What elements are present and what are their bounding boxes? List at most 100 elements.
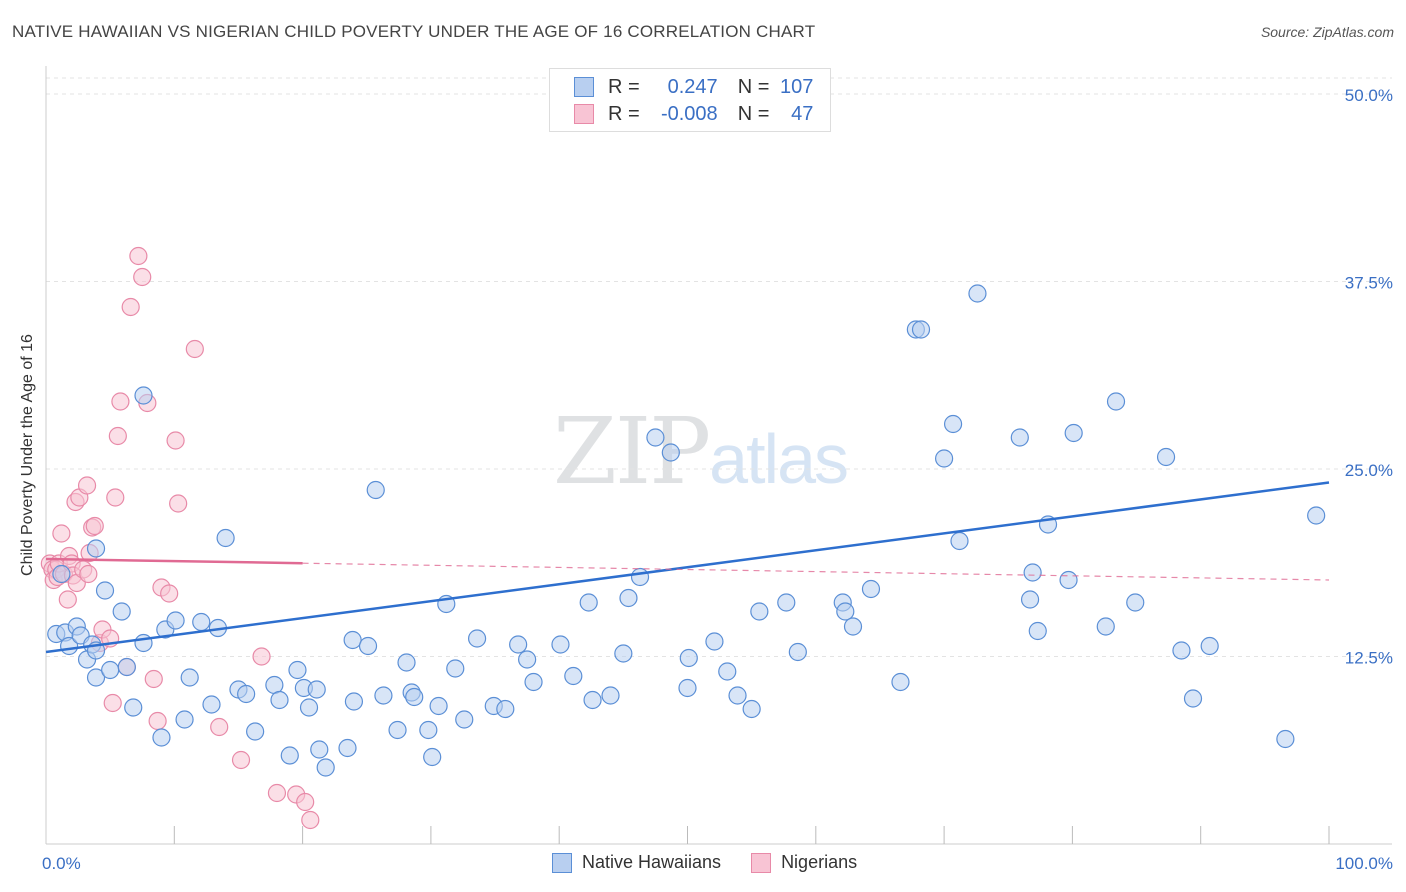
- nigerians-point: [58, 590, 77, 609]
- native-hawaiians-point: [237, 684, 256, 704]
- native-hawaiians-point: [679, 648, 698, 668]
- legend-n-label: N =: [737, 102, 770, 125]
- native-hawaiians-point: [777, 593, 796, 612]
- native-hawaiians-point: [934, 449, 954, 468]
- trend-line-nigerians: [45, 557, 303, 565]
- native-hawaiians-point: [86, 539, 106, 558]
- native-hawaiians-point: [601, 686, 620, 705]
- nigerians-point: [144, 669, 163, 689]
- native-hawaiians-point: [524, 672, 543, 692]
- native-hawaiians-point: [1307, 506, 1326, 525]
- legend-item-nigerians[interactable]: Nigerians: [751, 852, 857, 873]
- legend-swatch-pink: [751, 852, 772, 873]
- native-hawaiians-point: [1276, 729, 1295, 749]
- native-hawaiians-point: [518, 650, 537, 669]
- x-tick-label-max: 100.0%: [1335, 854, 1393, 873]
- native-hawaiians-point: [1020, 590, 1040, 609]
- nigerians-point: [129, 246, 148, 266]
- y-axis-label: Child Poverty Under the Age of 16: [19, 334, 36, 576]
- native-hawaiians-point: [564, 666, 583, 686]
- native-hawaiians-point: [728, 686, 747, 705]
- native-hawaiians-point: [192, 612, 211, 632]
- native-hawaiians-point: [307, 680, 326, 699]
- native-hawaiians-point: [95, 581, 115, 600]
- legend-swatch-blue: [552, 852, 572, 873]
- native-hawaiians-point: [496, 699, 515, 719]
- nigerians-point: [231, 750, 251, 770]
- native-hawaiians-point: [646, 428, 665, 447]
- native-hawaiians-point: [583, 690, 602, 710]
- native-hawaiians-point: [180, 668, 199, 687]
- native-hawaiians-point: [280, 746, 299, 765]
- native-hawaiians-point: [216, 528, 235, 548]
- native-hawaiians-point: [750, 602, 769, 621]
- legend-label: Native Hawaiians: [582, 852, 722, 872]
- native-hawaiians-point: [551, 635, 570, 654]
- native-hawaiians-point: [299, 698, 319, 717]
- nigerians-point: [121, 297, 140, 317]
- nigerians-point: [185, 339, 204, 359]
- native-hawaiians-point: [1064, 423, 1083, 443]
- native-hawaiians-point: [891, 672, 910, 692]
- series-native-hawaiians: [47, 284, 1326, 777]
- native-hawaiians-point: [509, 635, 528, 654]
- native-hawaiians-point: [661, 443, 680, 462]
- grid-lines: [46, 77, 1392, 657]
- legend-r-label: R =: [608, 102, 640, 125]
- nigerians-point: [169, 494, 188, 513]
- legend-n-value: 47: [791, 102, 814, 125]
- native-hawaiians-point: [1096, 617, 1115, 636]
- native-hawaiians-point: [134, 386, 153, 405]
- watermark-atlas: atlas: [709, 420, 849, 498]
- native-hawaiians-point: [52, 564, 71, 584]
- legend-label: Nigerians: [781, 852, 858, 872]
- x-tick-label-min: 0.0%: [42, 854, 81, 873]
- nigerians-point: [52, 524, 71, 543]
- source-label: Source: ZipAtlas.com: [1260, 24, 1394, 40]
- native-hawaiians-point: [124, 698, 143, 717]
- native-hawaiians-point: [358, 636, 378, 656]
- native-hawaiians-point: [310, 740, 329, 759]
- native-hawaiians-point: [405, 687, 424, 707]
- nigerians-point: [133, 267, 152, 287]
- native-hawaiians-point: [246, 722, 265, 741]
- native-hawaiians-point: [1172, 641, 1191, 660]
- native-hawaiians-point: [1010, 428, 1029, 447]
- legend-n-value: 107: [780, 75, 814, 98]
- y-tick-label: 50.0%: [1345, 86, 1393, 105]
- native-hawaiians-point: [429, 696, 448, 716]
- legend-item-native-hawaiians[interactable]: Native Hawaiians: [552, 852, 721, 873]
- native-hawaiians-point: [446, 659, 465, 678]
- native-hawaiians-point: [270, 690, 289, 710]
- nigerians-point: [85, 516, 104, 536]
- native-hawaiians-point: [836, 602, 855, 621]
- native-hawaiians-point: [423, 747, 442, 767]
- trend-lines: [45, 481, 1330, 654]
- nigerians-point: [148, 711, 167, 731]
- native-hawaiians-point: [614, 644, 633, 663]
- trend-line-native-hawaiians: [45, 481, 1330, 654]
- native-hawaiians-point: [950, 531, 969, 551]
- native-hawaiians-point: [1106, 392, 1126, 411]
- native-hawaiians-point: [366, 480, 385, 500]
- nigerians-point: [103, 693, 122, 713]
- axes: [45, 66, 1392, 845]
- native-hawaiians-point: [1059, 570, 1078, 590]
- native-hawaiians-point: [911, 320, 931, 339]
- watermark: ZIPatlas: [553, 398, 849, 505]
- native-hawaiians-point: [1183, 689, 1203, 708]
- native-hawaiians-point: [397, 653, 416, 672]
- native-hawaiians-point: [338, 738, 357, 758]
- native-hawaiians-point: [202, 695, 221, 714]
- native-hawaiians-point: [1126, 593, 1145, 612]
- native-hawaiians-point: [288, 660, 307, 680]
- native-hawaiians-point: [1156, 447, 1176, 467]
- native-hawaiians-point: [152, 728, 171, 747]
- native-hawaiians-point: [843, 617, 863, 636]
- native-hawaiians-point: [388, 720, 407, 740]
- native-hawaiians-point: [112, 602, 131, 621]
- native-hawaiians-point: [861, 579, 881, 599]
- nigerians-point: [210, 717, 229, 737]
- native-hawaiians-point: [455, 710, 474, 729]
